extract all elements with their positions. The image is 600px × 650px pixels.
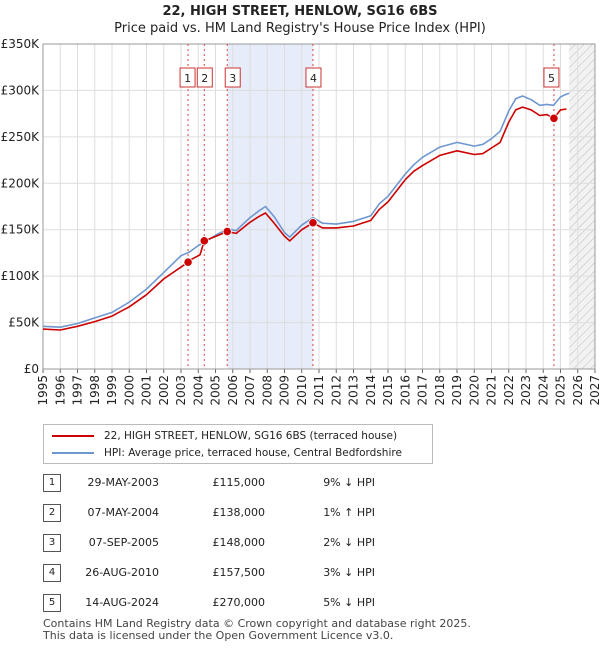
x-tick-label: 2013 [347, 375, 361, 406]
y-tick-label: £0 [24, 362, 39, 376]
x-tick-label: 2007 [243, 375, 257, 406]
sale-row: 1 29-MAY-2003 £115,000 9% ↓ HPI [43, 474, 463, 492]
x-tick-label: 2019 [450, 375, 464, 406]
sale-number: 4 [43, 564, 61, 582]
sale-point [199, 236, 209, 246]
sale-marker-box [224, 67, 241, 88]
y-tick-label: £150K [1, 223, 41, 237]
sale-price: £270,000 [212, 596, 266, 609]
x-tick-label: 2012 [329, 375, 343, 406]
sale-date: 07-SEP-2005 [88, 536, 159, 549]
plot-border [42, 43, 596, 370]
x-tick-label: 2011 [312, 375, 326, 406]
x-tick-label: 2003 [174, 375, 188, 406]
price-chart: £0 £50K £100K £150K £200K £250K £300K £350K 1995… [1, 37, 600, 406]
sale-price: £115,000 [212, 476, 266, 489]
y-tick-label: £300K [1, 83, 41, 97]
series-line-hpi [42, 92, 570, 329]
x-tick-label: 1996 [53, 375, 67, 406]
sale-number: 3 [43, 534, 61, 552]
series-line-property [42, 106, 567, 331]
chart-title: 22, HIGH STREET, HENLOW, SG16 6BS [162, 4, 438, 19]
footer-licence: This data is licensed under the Open Gov… [43, 629, 394, 642]
sale-marker-box [305, 67, 322, 88]
x-tick-label: 1995 [36, 375, 50, 406]
sale-hpi-diff: 1% ↑ HPI [323, 506, 375, 519]
sale-point [549, 113, 559, 123]
x-tick-label: 1997 [71, 375, 85, 406]
x-tick-label: 2004 [191, 375, 205, 406]
x-tick-label: 2008 [260, 375, 274, 406]
x-tick-label: 2000 [122, 375, 136, 406]
sale-number: 1 [43, 474, 61, 492]
x-tick-label: 2001 [140, 375, 154, 406]
y-tick-label: £250K [1, 130, 41, 144]
legend-item-property: 22, HIGH STREET, HENLOW, SG16 6BS (terra… [52, 428, 397, 444]
sale-marker-number: 3 [229, 72, 236, 85]
footer: Contains HM Land Registry data © Crown c… [43, 618, 471, 642]
sale-number: 2 [43, 504, 61, 522]
x-tick-label: 2023 [519, 375, 533, 406]
x-tick-label: 2014 [364, 375, 378, 406]
sale-hpi-diff: 3% ↓ HPI [323, 566, 375, 579]
sale-marker-number: 5 [548, 72, 555, 85]
sale-date: 26-AUG-2010 [85, 566, 159, 579]
sale-price: £157,500 [212, 566, 266, 579]
shaded-span [227, 44, 313, 369]
sale-marker-number: 1 [184, 72, 191, 85]
legend: 22, HIGH STREET, HENLOW, SG16 6BS (terra… [43, 424, 433, 464]
y-tick-label: £200K [1, 176, 41, 190]
sale-row: 4 26-AUG-2010 £157,500 3% ↓ HPI [43, 564, 463, 582]
sale-point [308, 218, 318, 228]
sale-date: 14-AUG-2024 [85, 596, 159, 609]
x-tick-label: 2027 [588, 375, 600, 406]
x-tick-label: 2018 [433, 375, 447, 406]
legend-swatch-hpi [52, 452, 94, 454]
sale-date: 07-MAY-2004 [87, 506, 159, 519]
y-tick-label: £100K [1, 269, 41, 283]
sale-marker-number: 2 [201, 72, 208, 85]
x-tick-label: 1999 [105, 375, 119, 406]
x-tick-label: 2017 [416, 375, 430, 406]
sale-point [222, 226, 232, 237]
sale-hpi-diff: 5% ↓ HPI [323, 596, 375, 609]
x-tick-label: 2020 [467, 375, 481, 406]
footer-copyright: Contains HM Land Registry data © Crown c… [43, 617, 471, 630]
legend-item-hpi: HPI: Average price, terraced house, Cent… [52, 445, 402, 461]
x-tick-label: 2009 [278, 375, 292, 406]
legend-swatch-property [52, 435, 94, 437]
sale-hpi-diff: 9% ↓ HPI [323, 476, 375, 489]
sale-marker-box [179, 67, 196, 88]
forecast-hatch [569, 44, 595, 369]
x-tick-label: 2021 [485, 375, 499, 406]
sale-point [183, 257, 193, 267]
x-tick-label: 2015 [381, 375, 395, 406]
sale-price: £138,000 [212, 506, 266, 519]
x-tick-label: 2025 [554, 375, 568, 406]
x-tick-label: 2016 [398, 375, 412, 406]
sale-row: 5 14-AUG-2024 £270,000 5% ↓ HPI [43, 594, 463, 612]
sale-marker-box [543, 67, 560, 88]
x-tick-label: 2002 [157, 375, 171, 406]
x-tick-label: 2022 [502, 375, 516, 406]
y-tick-label: £350K [1, 37, 41, 51]
legend-label-hpi: HPI: Average price, terraced house, Cent… [104, 447, 402, 459]
sale-price: £148,000 [212, 536, 266, 549]
legend-label-property: 22, HIGH STREET, HENLOW, SG16 6BS (terra… [104, 430, 398, 442]
sale-marker-number: 4 [310, 72, 317, 85]
x-tick-label: 2026 [571, 375, 585, 406]
sale-marker-box [196, 67, 213, 88]
x-tick-label: 2005 [209, 375, 223, 406]
y-tick-label: £50K [8, 316, 40, 330]
x-tick-label: 1998 [88, 375, 102, 406]
x-tick-label: 2010 [295, 375, 309, 406]
sale-number: 5 [43, 594, 61, 612]
chart-subtitle: Price paid vs. HM Land Registry's House … [114, 21, 486, 36]
sale-hpi-diff: 2% ↓ HPI [323, 536, 375, 549]
x-tick-label: 2024 [536, 375, 550, 406]
sale-row: 3 07-SEP-2005 £148,000 2% ↓ HPI [43, 534, 463, 552]
sale-date: 29-MAY-2003 [87, 476, 159, 489]
sale-row: 2 07-MAY-2004 £138,000 1% ↑ HPI [43, 504, 463, 522]
x-tick-label: 2006 [226, 375, 240, 406]
